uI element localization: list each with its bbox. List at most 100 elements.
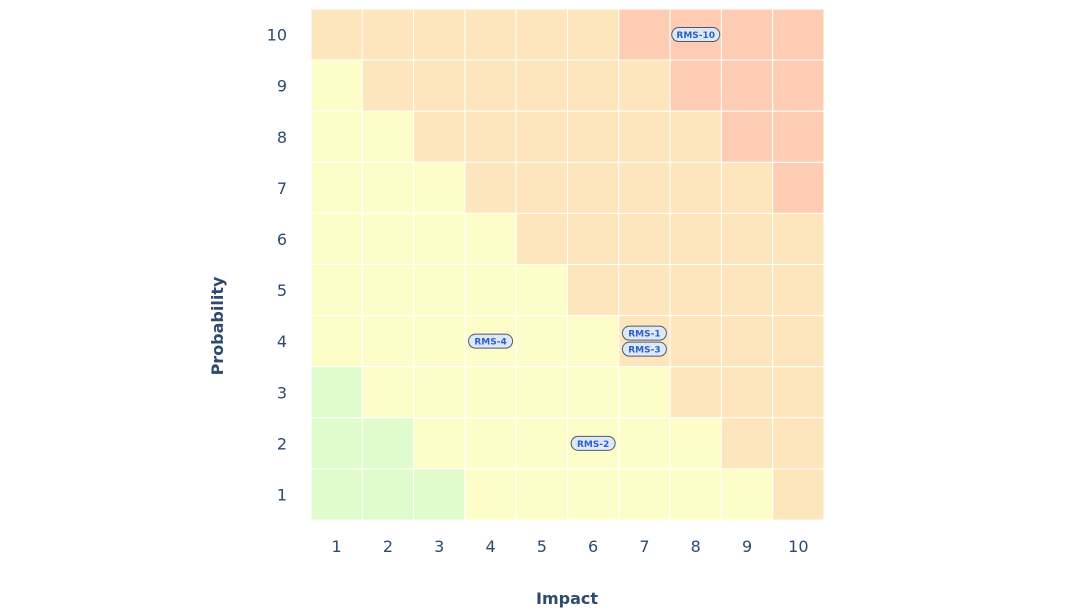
matrix-cell [515,161,569,214]
matrix-cell [361,264,415,317]
matrix-cell [669,417,722,470]
matrix-cell [772,110,825,163]
matrix-cell [720,315,774,368]
matrix-cell [772,161,825,214]
x-tick-label: 6 [588,537,598,556]
matrix-cell [772,8,825,61]
x-axis-title: Impact [536,589,598,608]
matrix-cell [618,8,671,61]
matrix-cell [515,366,569,419]
matrix-cell [567,110,620,163]
y-tick-label: 6 [277,230,287,249]
matrix-cell [310,366,363,419]
matrix-cell [515,468,569,521]
matrix-cell [618,212,671,265]
matrix-cell [618,264,671,317]
matrix-cell [464,212,517,265]
matrix-cell [464,366,517,419]
matrix-cell [772,468,825,521]
x-tick-label: 1 [332,537,342,556]
matrix-cell [669,212,722,265]
risk-badge-pill[interactable] [621,325,667,341]
matrix-cell [515,212,569,265]
matrix-cell [618,59,671,112]
matrix-cell [464,417,517,470]
matrix-cell [618,315,671,368]
matrix-cell [413,264,466,317]
matrix-cell [464,468,517,521]
risk-badge-pill[interactable] [671,27,721,43]
risk-markers: RMS-10 RMS-4 RMS-1 RMS-3 RMS-2 [468,27,721,451]
matrix-cell [361,315,415,368]
matrix-cell [310,110,363,163]
matrix-cell [464,161,517,214]
risk-badge[interactable]: RMS-1 [621,325,667,341]
matrix-cell [464,8,517,61]
x-tick-label: 3 [434,537,444,556]
matrix-cell [361,161,415,214]
matrix-cell [413,110,466,163]
matrix-cell [515,110,569,163]
risk-badge-label[interactable]: RMS-4 [474,338,506,348]
matrix-cell [618,366,671,419]
risk-badge-label[interactable]: RMS-10 [676,31,715,41]
x-axis-ticks: 1 2 3 4 5 6 7 8 9 10 [332,537,809,556]
matrix-cell [413,161,466,214]
risk-badge-label[interactable]: RMS-3 [628,346,660,356]
matrix-cell [567,315,620,368]
matrix-cell [310,59,363,112]
matrix-cell [464,264,517,317]
risk-badge-label[interactable]: RMS-1 [628,330,660,340]
matrix-cell [669,264,722,317]
y-tick-label: 3 [277,383,287,402]
y-tick-label: 8 [277,128,287,147]
matrix-cell [413,468,466,521]
x-tick-label: 8 [691,537,701,556]
x-tick-label: 9 [742,537,752,556]
matrix-cell [720,264,774,317]
matrix-cell [567,212,620,265]
matrix-cell [310,315,363,368]
risk-badge[interactable]: RMS-10 [671,27,721,43]
risk-badge-pill[interactable] [621,341,667,357]
matrix-cell [772,59,825,112]
matrix-cell [772,315,825,368]
risk-badge[interactable]: RMS-2 [570,435,616,451]
risk-badge-pill[interactable] [468,333,514,349]
matrix-cell [772,366,825,419]
matrix-cell [669,110,722,163]
matrix-cell [361,59,415,112]
matrix-cell [772,417,825,470]
risk-badge-pill[interactable] [570,435,616,451]
matrix-cell [361,417,415,470]
y-tick-label: 9 [277,77,287,96]
matrix-cell [567,468,620,521]
y-tick-label: 2 [277,434,287,453]
matrix-cell [310,212,363,265]
matrix-cell [515,315,569,368]
matrix-cell [464,110,517,163]
matrix-cell [567,264,620,317]
matrix-cell [720,161,774,214]
matrix-cell [361,212,415,265]
y-tick-label: 5 [277,281,287,300]
matrix-cell [618,417,671,470]
x-tick-label: 4 [485,537,495,556]
x-tick-label: 7 [639,537,649,556]
matrix-cell [720,8,774,61]
matrix-cell [310,161,363,214]
matrix-cell [413,59,466,112]
matrix-cell [669,59,722,112]
risk-badge[interactable]: RMS-4 [468,333,514,349]
matrix-cell [669,161,722,214]
risk-badge-label[interactable]: RMS-2 [577,440,609,450]
risk-badge[interactable]: RMS-3 [621,341,667,357]
x-tick-label: 2 [383,537,393,556]
y-tick-label: 7 [277,179,287,198]
matrix-cell [720,468,774,521]
matrix-cell [567,59,620,112]
matrix-cell [669,468,722,521]
matrix-cell [720,110,774,163]
matrix-cell [567,366,620,419]
